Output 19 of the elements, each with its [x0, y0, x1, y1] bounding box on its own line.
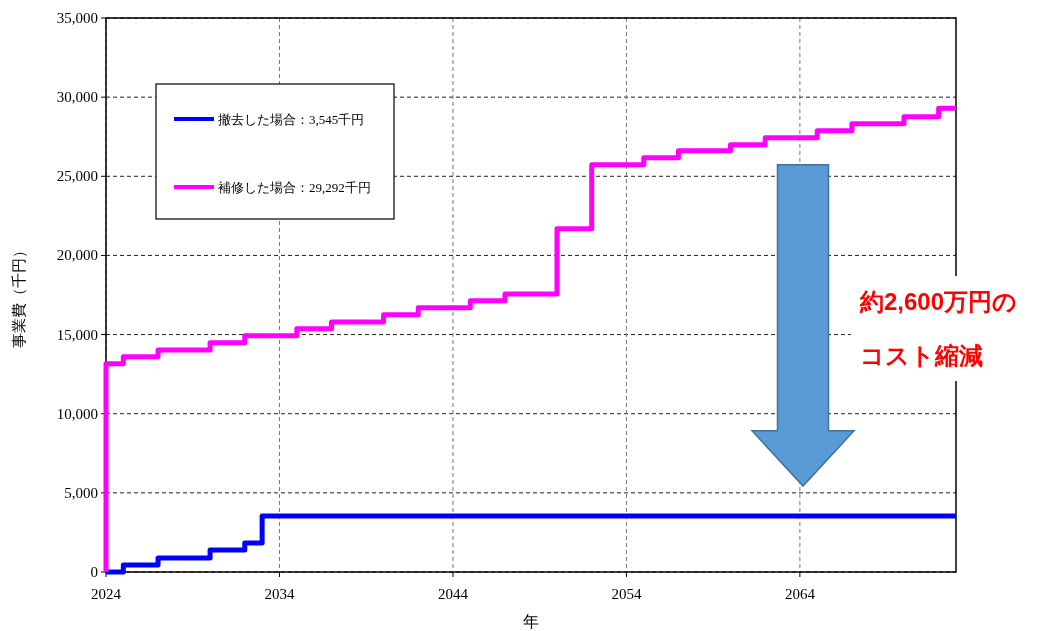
y-tick-label: 0 — [90, 564, 98, 580]
x-tick-label: 2064 — [784, 586, 816, 602]
y-tick-label: 10,000 — [56, 405, 98, 422]
y-axis-title: 事業費（千円） — [11, 242, 27, 348]
y-tick-label: 15,000 — [56, 326, 98, 343]
x-axis-title: 年 — [523, 613, 539, 630]
x-tick-label: 2024 — [91, 586, 122, 602]
y-tick-label: 30,000 — [56, 89, 98, 106]
legend-label: 補修した場合：29,292千円 — [218, 180, 371, 195]
y-tick-label: 5,000 — [64, 484, 98, 501]
x-tick-label: 2054 — [611, 586, 642, 602]
x-tick-label: 2044 — [437, 586, 469, 602]
y-tick-label: 35,000 — [56, 10, 98, 26]
y-tick-label: 25,000 — [56, 168, 98, 185]
legend-label: 撤去した場合：3,545千円 — [218, 112, 365, 127]
annotation: コスト縮減 — [860, 342, 983, 369]
x-tick-label: 2034 — [264, 586, 295, 602]
y-tick-label: 20,000 — [56, 247, 98, 264]
annotation: 約2,600万円の — [859, 288, 1018, 315]
